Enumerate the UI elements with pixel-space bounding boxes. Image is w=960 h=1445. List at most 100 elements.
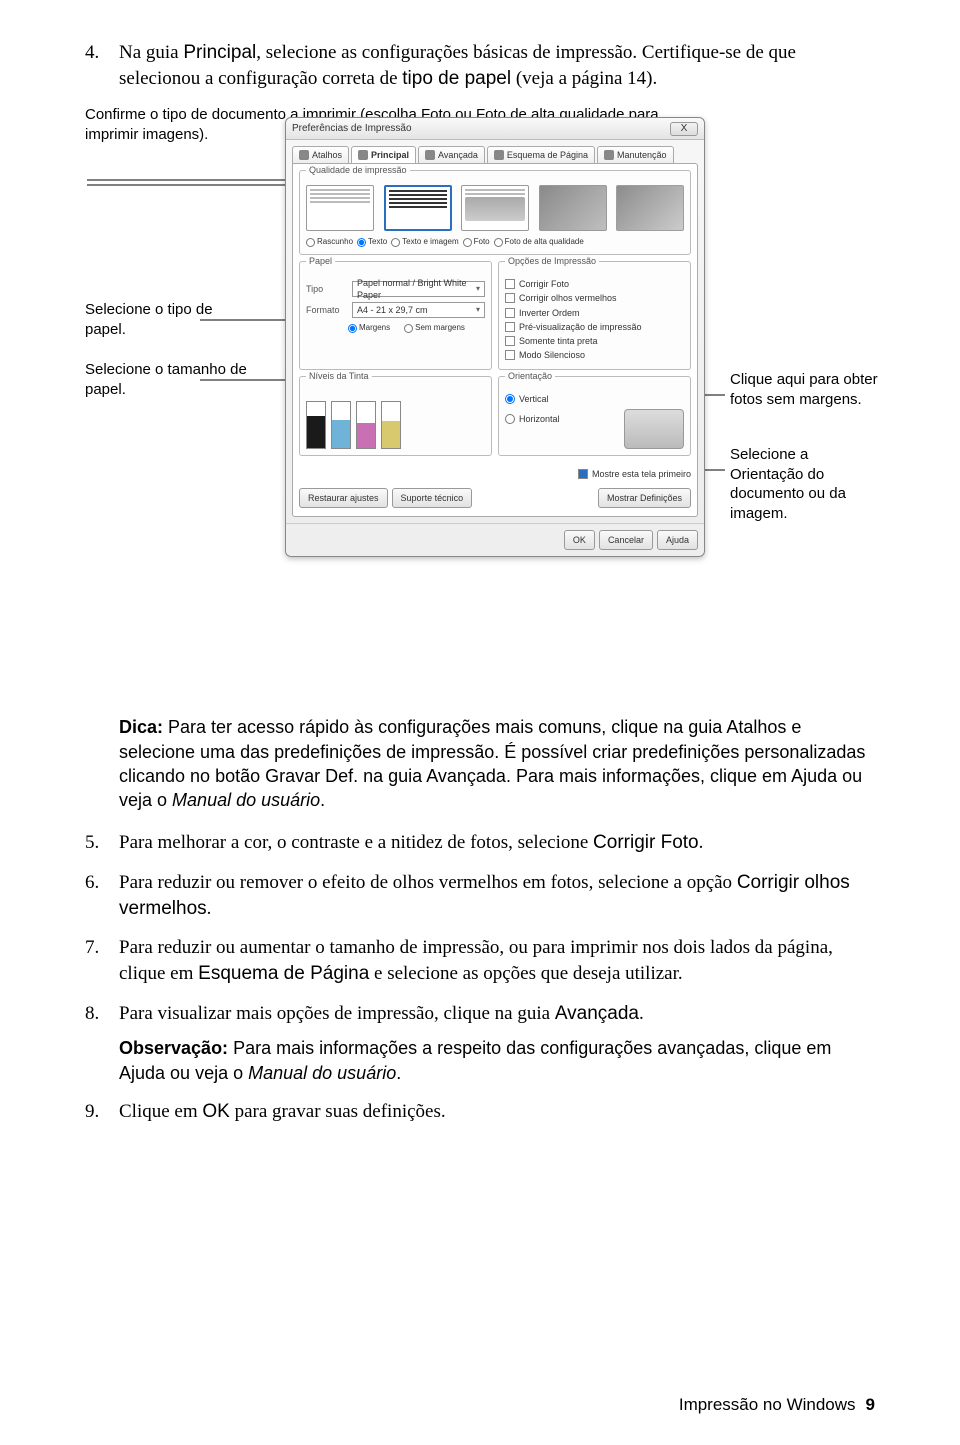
group-paper-label: Papel <box>306 255 335 267</box>
group-options: Opções de Impressão Corrigir Foto Corrig… <box>498 261 691 370</box>
t: Sem margens <box>415 323 465 334</box>
radio-sem-margens[interactable]: Sem margens <box>404 323 465 334</box>
t: (veja a página 14). <box>511 68 657 89</box>
print-preferences-dialog: Preferências de Impressão X Atalhos Prin… <box>285 117 705 557</box>
titlebar: Preferências de Impressão X <box>286 118 704 140</box>
tab-principal[interactable]: Principal <box>351 146 416 163</box>
dropdown-tipo[interactable]: Papel normal / Bright White Paper▾ <box>352 281 485 297</box>
t: . <box>320 790 325 810</box>
t: Texto <box>368 237 387 248</box>
radio-horizontal[interactable]: Horizontal <box>505 413 614 425</box>
t: Foto <box>474 237 490 248</box>
quality-thumbs <box>306 185 684 231</box>
btn-restaurar[interactable]: Restaurar ajustes <box>299 488 388 508</box>
tip-label: Dica: <box>119 717 163 737</box>
group-ink-label: Níveis da Tinta <box>306 370 372 382</box>
radio-texto-imagem[interactable]: Texto e imagem <box>391 237 458 248</box>
t: Mostre esta tela primeiro <box>592 468 691 480</box>
t: Manutenção <box>617 149 667 161</box>
row-tipo: Tipo Papel normal / Bright White Paper▾ <box>306 281 485 297</box>
t: e selecione as opções que deseja utiliza… <box>369 963 682 984</box>
chk-silencioso[interactable]: Modo Silencioso <box>505 349 684 361</box>
step-6-text: Para reduzir ou remover o efeito de olho… <box>119 870 875 921</box>
btn-suporte[interactable]: Suporte técnico <box>392 488 473 508</box>
radio-foto-hq[interactable]: Foto de alta qualidade <box>494 237 584 248</box>
t: Pré-visualização de impressão <box>519 321 642 333</box>
step-8-text: Para visualizar mais opções de impressão… <box>119 1001 875 1085</box>
page-footer: Impressão no Windows9 <box>679 1394 875 1417</box>
radio-margens[interactable]: Margens <box>348 323 390 334</box>
t: Ajuda <box>791 766 837 786</box>
t: Manual do usuário <box>172 790 320 810</box>
note-label: Observação: <box>119 1038 228 1058</box>
step-6: 6. Para reduzir ou remover o efeito de o… <box>85 870 875 921</box>
step-4-text: Na guia Principal, selecione as configur… <box>119 40 875 91</box>
t: Orientação <box>730 466 803 483</box>
orientation-radios: Vertical Horizontal <box>505 391 614 449</box>
panel-buttons: Restaurar ajustes Suporte técnico Mostra… <box>299 488 691 510</box>
t: Corrigir olhos vermelhos <box>519 292 617 304</box>
btn-mostrar-def[interactable]: Mostrar Definições <box>598 488 691 508</box>
tab-avancada[interactable]: Avançada <box>418 146 485 163</box>
radio-foto[interactable]: Foto <box>463 237 490 248</box>
thumb-texto-imagem[interactable] <box>461 185 529 231</box>
chk-corrigir-foto[interactable]: Corrigir Foto <box>505 278 684 290</box>
t: . <box>396 1063 401 1083</box>
t: . <box>207 898 212 919</box>
btn-cancelar[interactable]: Cancelar <box>599 530 653 550</box>
t: Somente tinta preta <box>519 335 598 347</box>
t: Avançada <box>426 766 506 786</box>
btn-ajuda[interactable]: Ajuda <box>657 530 698 550</box>
t: Principal <box>183 42 256 63</box>
radio-texto[interactable]: Texto <box>357 237 387 248</box>
t: Margens <box>359 323 390 334</box>
group-quality-label: Qualidade de impressão <box>306 164 410 176</box>
t: Modo Silencioso <box>519 349 585 361</box>
t: Para reduzir ou remover o efeito de olho… <box>119 872 737 893</box>
t: Clique em <box>119 1101 202 1122</box>
printer-illustration-icon <box>624 409 684 449</box>
ink-bar <box>356 401 376 449</box>
thumb-foto-hq[interactable] <box>616 185 684 231</box>
t: Foto de alta qualidade <box>505 237 584 248</box>
group-orientation-label: Orientação <box>505 370 555 382</box>
t: Esquema de Página <box>507 149 588 161</box>
t: Selecione o tipo de papel. <box>85 301 213 338</box>
chk-previsualizar[interactable]: Pré-visualização de impressão <box>505 321 684 333</box>
thumb-foto[interactable] <box>539 185 607 231</box>
thumb-texto[interactable] <box>384 185 452 231</box>
radio-vertical[interactable]: Vertical <box>505 393 614 405</box>
t: Para visualizar mais opções de impressão… <box>119 1003 555 1024</box>
t: Selecione o tamanho de papel. <box>85 361 247 398</box>
ink-bar <box>306 401 326 449</box>
dropdown-formato[interactable]: A4 - 21 x 29,7 cm▾ <box>352 302 485 318</box>
chk-corrigir-olhos[interactable]: Corrigir olhos vermelhos <box>505 292 684 304</box>
radio-rascunho[interactable]: Rascunho <box>306 237 353 248</box>
btn-ok[interactable]: OK <box>564 530 595 550</box>
t: na guia <box>358 766 426 786</box>
chk-show-first[interactable]: Mostre esta tela primeiro <box>299 468 691 480</box>
step-7-num: 7. <box>85 935 119 986</box>
thumb-rascunho[interactable] <box>306 185 374 231</box>
bottom-row: Níveis da Tinta Orientação Vertical Hori… <box>299 376 691 462</box>
footer-title: Impressão no Windows <box>679 1395 856 1414</box>
close-icon[interactable]: X <box>670 122 698 136</box>
callout-paper-type: Selecione o tipo de papel. <box>85 300 255 339</box>
step-6-num: 6. <box>85 870 119 921</box>
t: Papel normal / Bright White Paper <box>357 277 476 301</box>
chk-inverter[interactable]: Inverter Ordem <box>505 307 684 319</box>
tab-manutencao[interactable]: Manutenção <box>597 146 674 163</box>
t: Selecione a <box>730 446 808 463</box>
tab-esquema[interactable]: Esquema de Página <box>487 146 595 163</box>
chevron-down-icon: ▾ <box>476 305 480 316</box>
t: Para melhorar a cor, o contraste e a nit… <box>119 832 593 853</box>
t: Rascunho <box>317 237 353 248</box>
margin-radios: Margens Sem margens <box>348 323 485 334</box>
row-formato: Formato A4 - 21 x 29,7 cm▾ <box>306 302 485 318</box>
t: Para ter acesso rápido às configurações … <box>163 717 726 737</box>
chk-tinta-preta[interactable]: Somente tinta preta <box>505 335 684 347</box>
callout-paper-size: Selecione o tamanho de papel. <box>85 360 255 399</box>
step-8-num: 8. <box>85 1001 119 1085</box>
t: Horizontal <box>519 413 560 425</box>
tab-atalhos[interactable]: Atalhos <box>292 146 349 163</box>
